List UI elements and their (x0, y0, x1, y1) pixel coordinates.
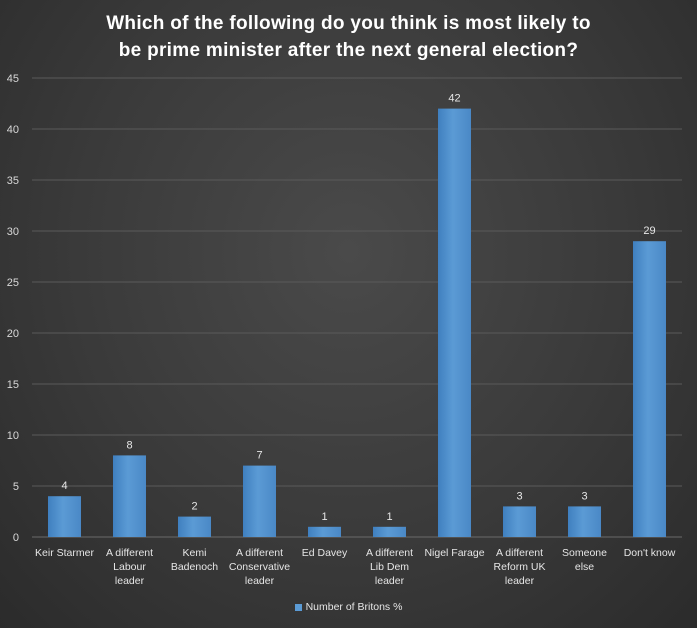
data-label: 3 (516, 490, 522, 502)
category-label: Don't know (624, 547, 676, 559)
y-tick-label: 30 (7, 226, 19, 238)
legend-label: Number of Britons % (305, 601, 403, 614)
chart-title-line-1: Which of the following do you think is m… (106, 13, 591, 34)
y-axis-ticks: 0 5 10 15 20 25 30 35 40 45 (7, 73, 19, 544)
bars (48, 108, 666, 537)
category-label: A different Labour leader (106, 547, 153, 587)
y-tick-label: 20 (7, 328, 19, 340)
legend: Number of Britons % (0, 601, 697, 613)
data-label: 1 (321, 511, 327, 523)
y-tick-label: 0 (13, 532, 19, 544)
category-label: Ed Davey (302, 547, 348, 559)
chart-title: Which of the following do you think is m… (0, 10, 697, 64)
legend-swatch (294, 603, 302, 611)
data-label: 29 (643, 225, 655, 237)
bar (243, 465, 276, 537)
data-label: 42 (448, 93, 460, 105)
bar (308, 526, 341, 537)
chart-title-line-2: be prime minister after the next general… (118, 40, 579, 61)
data-label: 8 (126, 439, 132, 451)
bar (373, 526, 406, 537)
category-label: A different Lib Dem leader (366, 547, 413, 587)
data-label: 1 (386, 511, 392, 523)
data-label: 7 (256, 450, 262, 462)
category-label: Someone else (562, 547, 607, 573)
y-tick-label: 25 (7, 277, 19, 289)
y-tick-label: 5 (13, 481, 19, 493)
category-label: A different Reform UK leader (494, 547, 546, 587)
data-label: 4 (61, 480, 67, 492)
bar (113, 455, 146, 537)
data-label: 2 (191, 501, 197, 513)
data-label: 3 (581, 490, 587, 502)
bar (438, 108, 471, 537)
y-tick-label: 35 (7, 175, 19, 187)
category-label: Kemi Badenoch (171, 547, 218, 573)
y-tick-label: 40 (7, 124, 19, 136)
y-tick-label: 10 (7, 430, 19, 442)
bar (178, 516, 211, 537)
y-tick-label: 15 (7, 379, 19, 391)
bar (503, 506, 536, 537)
y-tick-label: 45 (7, 73, 19, 85)
bar (633, 241, 666, 537)
category-label: A different Conservative leader (229, 547, 290, 587)
bar (48, 496, 81, 537)
bar (568, 506, 601, 537)
category-label: Keir Starmer (35, 547, 94, 559)
data-labels: 4 8 2 7 1 1 42 3 3 29 (61, 93, 655, 523)
category-label: Nigel Farage (424, 547, 484, 559)
category-labels: Keir Starmer A different Labour leader Kemi B… (35, 547, 676, 587)
